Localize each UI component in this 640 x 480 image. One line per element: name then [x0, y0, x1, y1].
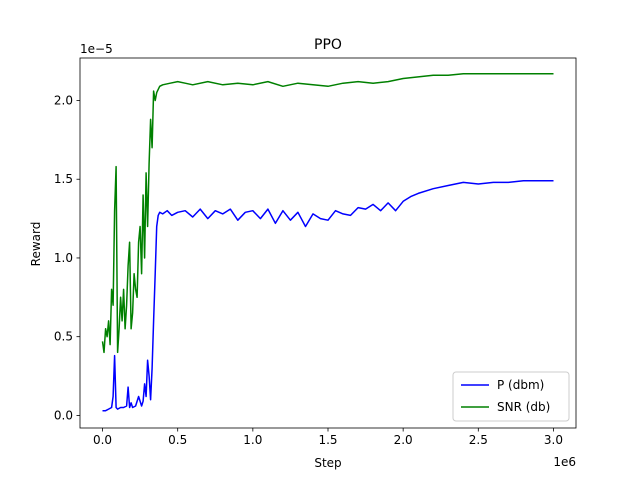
x-tick-label: 1.0 — [243, 433, 262, 447]
series-layer — [101, 72, 554, 412]
y-tick-label: 1.0 — [54, 251, 73, 265]
y-tick-label: 2.0 — [54, 94, 73, 108]
y-tick-label: 0.5 — [54, 330, 73, 344]
x-tick-label: 1.5 — [318, 433, 337, 447]
legend: P (dbm) SNR (db) — [452, 371, 570, 422]
x-axis-offset-label: 1e6 — [553, 455, 576, 469]
series-line-2 — [101, 72, 554, 354]
y-tick-label: 0.0 — [54, 408, 73, 422]
series-line-1 — [102, 180, 554, 412]
y-axis-offset-label: 1e−5 — [80, 42, 113, 56]
x-tick-label: 0.5 — [168, 433, 187, 447]
x-tick-label: 3.0 — [544, 433, 563, 447]
x-tick-label: 2.5 — [469, 433, 488, 447]
legend-label-2: SNR (db) — [497, 400, 550, 414]
y-tick-label: 1.5 — [54, 172, 73, 186]
axes-layer: 0.0 0.5 1.0 1.5 2.0 2.5 3.0 0.0 0.5 1.0 1.5 2.0 — [54, 57, 577, 447]
y-axis-label: Reward — [29, 222, 43, 267]
chart-title: PPO — [314, 37, 342, 53]
x-tick-label: 2.0 — [394, 433, 413, 447]
x-tick-label: 0.0 — [93, 433, 112, 447]
x-axis-label: Step — [314, 456, 341, 470]
legend-label-1: P (dbm) — [497, 378, 544, 392]
